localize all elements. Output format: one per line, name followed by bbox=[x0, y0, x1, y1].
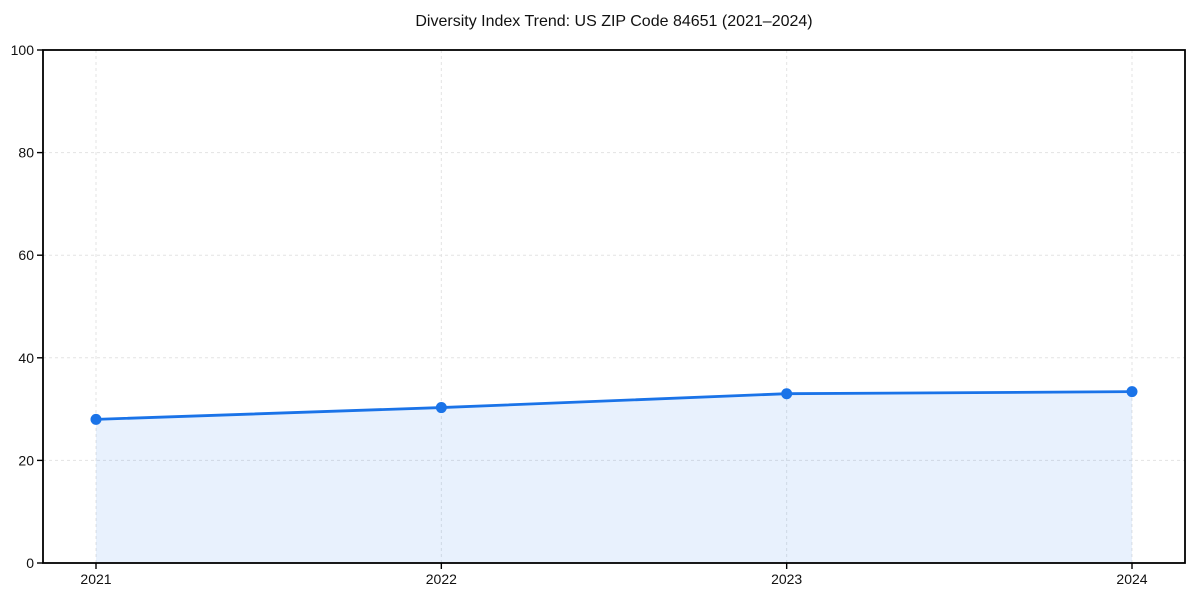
x-tick-label: 2024 bbox=[1116, 571, 1147, 587]
data-point-marker bbox=[1126, 386, 1138, 398]
x-tick-label: 2021 bbox=[80, 571, 111, 587]
data-point-marker bbox=[781, 388, 793, 400]
y-tick-label: 20 bbox=[18, 452, 34, 468]
data-point-marker bbox=[90, 413, 102, 425]
data-point-marker bbox=[435, 402, 447, 414]
area-fill bbox=[96, 391, 1132, 563]
y-tick-label: 40 bbox=[18, 350, 34, 366]
y-tick-label: 80 bbox=[18, 145, 34, 161]
y-tick-label: 100 bbox=[11, 42, 35, 58]
x-tick-label: 2022 bbox=[426, 571, 457, 587]
x-tick-label: 2023 bbox=[771, 571, 802, 587]
trend-line bbox=[94, 390, 1134, 421]
y-tick-label: 0 bbox=[26, 555, 34, 571]
y-tick-label: 60 bbox=[18, 247, 34, 263]
chart-title: Diversity Index Trend: US ZIP Code 84651… bbox=[415, 13, 813, 30]
plot-border bbox=[42, 49, 1186, 564]
